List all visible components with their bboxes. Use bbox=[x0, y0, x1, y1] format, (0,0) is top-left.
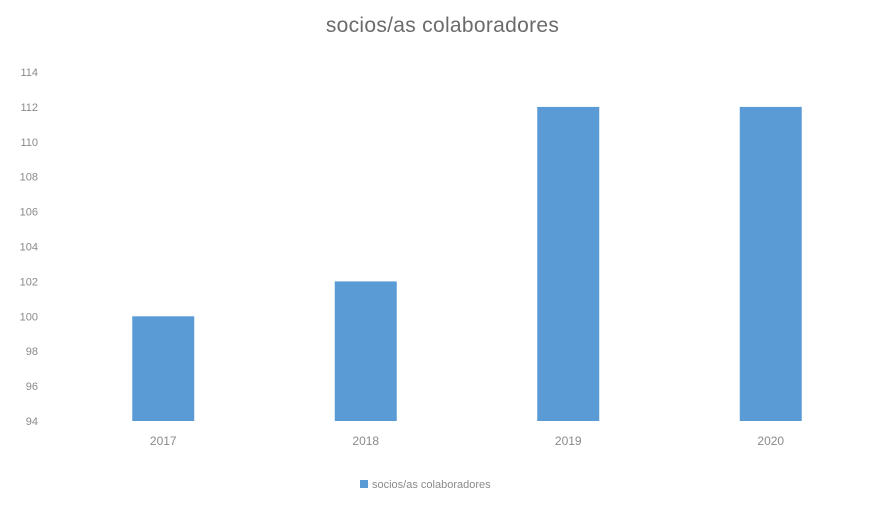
legend-label: socios/as colaboradores bbox=[372, 479, 491, 491]
bar-2019 bbox=[537, 106, 600, 422]
y-tick-label: 100 bbox=[20, 311, 38, 323]
y-tick-label: 106 bbox=[20, 207, 38, 219]
bar-2020 bbox=[739, 106, 802, 422]
chart-title: socios/as colaboradores bbox=[325, 14, 560, 37]
legend-swatch bbox=[360, 480, 368, 488]
bar-2017 bbox=[132, 316, 195, 421]
y-tick-label: 108 bbox=[20, 172, 38, 184]
x-tick-label: 2020 bbox=[757, 434, 784, 448]
y-tick-label: 110 bbox=[20, 137, 38, 149]
y-tick-label: 112 bbox=[20, 102, 38, 114]
y-tick-label: 96 bbox=[26, 381, 38, 393]
y-tick-label: 102 bbox=[20, 276, 38, 288]
y-tick-label: 98 bbox=[26, 346, 38, 358]
bar-2018 bbox=[334, 281, 397, 421]
x-tick-label: 2019 bbox=[555, 434, 582, 448]
x-axis: 2017 2018 2019 2020 bbox=[150, 434, 785, 448]
y-tick-label: 94 bbox=[26, 416, 38, 428]
y-axis: 94 96 98 100 102 104 106 108 110 112 114 bbox=[20, 67, 38, 428]
legend: socios/as colaboradores bbox=[360, 479, 491, 491]
x-tick-label: 2018 bbox=[352, 434, 379, 448]
y-tick-label: 104 bbox=[20, 242, 38, 254]
bars bbox=[132, 106, 802, 422]
y-tick-label: 114 bbox=[20, 67, 38, 79]
x-tick-label: 2017 bbox=[150, 434, 177, 448]
